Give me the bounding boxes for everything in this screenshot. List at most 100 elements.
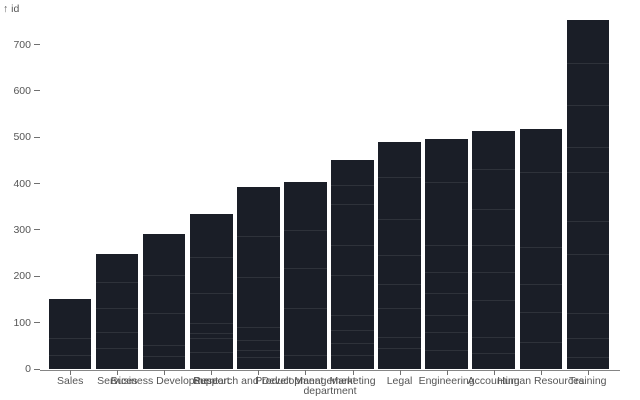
stack-segment-line [566, 338, 609, 340]
bar-services [96, 254, 139, 369]
stack-segment-line [566, 253, 609, 255]
stack-segment-line [331, 355, 374, 357]
stack-segment-line [378, 283, 421, 285]
stack-segment-line [472, 300, 515, 302]
stack-segment-line [190, 351, 233, 353]
x-tick-mark [117, 370, 119, 375]
x-tick-mark [540, 370, 542, 375]
y-tick-label: 0 [25, 363, 31, 375]
x-axis-line [40, 369, 620, 371]
x-tick-label: Services [97, 374, 138, 387]
stack-segment-line [190, 256, 233, 258]
stack-segment-line [237, 350, 280, 352]
x-tick-mark [164, 370, 166, 375]
stack-segment-line [425, 245, 468, 247]
bar-research-and-development [237, 187, 280, 369]
stack-segment-line [566, 147, 609, 149]
stack-segment-line [519, 341, 562, 343]
stack-segment-line [566, 104, 609, 106]
stack-segment-line [331, 245, 374, 247]
stack-segment-line [284, 355, 327, 357]
stack-segment-line [96, 308, 139, 310]
y-tick-label: 200 [13, 270, 31, 283]
x-tick-label: Legal [386, 374, 413, 387]
x-tick-mark [258, 370, 260, 375]
x-tick-mark [211, 370, 213, 375]
stack-segment-line [425, 272, 468, 274]
stack-segment-line [378, 308, 421, 310]
stack-segment-line [96, 281, 139, 283]
stack-segment-line [190, 322, 233, 324]
stack-segment-line [284, 308, 327, 310]
y-tick-label: 400 [13, 177, 31, 190]
x-tick-mark [587, 370, 589, 375]
stack-segment-line [143, 356, 186, 358]
stack-segment-line [190, 333, 233, 335]
stack-segment-line [190, 338, 233, 340]
stack-segment-line [378, 336, 421, 338]
bar-training [566, 20, 609, 369]
y-tick-mark [34, 368, 40, 370]
x-tick-label: Product Management [255, 374, 356, 387]
stack-segment-line [425, 331, 468, 333]
bar-human-resources [519, 128, 562, 369]
stack-segment-line [96, 348, 139, 350]
stack-segment-line [284, 230, 327, 232]
stack-segment-line [378, 255, 421, 257]
bar-legal [378, 142, 421, 369]
stack-segment-line [331, 203, 374, 205]
stack-segment-line [378, 218, 421, 220]
stack-segment-line [425, 182, 468, 184]
x-tick-mark [399, 370, 401, 375]
y-tick-mark [34, 136, 40, 138]
stack-segment-line [472, 168, 515, 170]
stack-segment-line [331, 330, 374, 332]
stack-segment-line [331, 185, 374, 187]
stack-segment-line [190, 292, 233, 294]
x-tick-mark [305, 370, 307, 375]
stack-segment-line [519, 283, 562, 285]
y-tick-mark [34, 183, 40, 185]
bar-marketing [331, 160, 374, 369]
x-tick-label: Training [568, 374, 607, 387]
stack-segment-line [472, 208, 515, 210]
bar-business-development [143, 233, 186, 369]
x-tick-label: Sales [57, 374, 84, 387]
x-tick-mark [493, 370, 495, 375]
x-axis-label: department [303, 385, 357, 397]
stack-segment-line [472, 353, 515, 355]
x-tick-label: Marketing [329, 374, 376, 387]
bar-accounting [472, 130, 515, 369]
stack-segment-line [284, 268, 327, 270]
stack-segment-line [472, 336, 515, 338]
bar-product-management [284, 182, 327, 369]
stack-segment-line [49, 355, 92, 357]
stack-segment-line [425, 293, 468, 295]
x-tick-mark [446, 370, 448, 375]
stack-segment-line [49, 338, 92, 340]
y-tick-label: 700 [13, 38, 31, 51]
stack-segment-line [378, 348, 421, 350]
stack-segment-line [331, 343, 374, 345]
x-tick-mark [352, 370, 354, 375]
stack-segment-line [472, 245, 515, 247]
x-tick-label: Support [192, 374, 230, 387]
y-tick-mark [34, 229, 40, 231]
x-tick-label: Accounting [467, 374, 520, 387]
y-tick-mark [34, 322, 40, 324]
stack-segment-line [237, 327, 280, 329]
stack-segment-line [143, 313, 186, 315]
stack-segment-line [331, 315, 374, 317]
stack-segment-line [237, 340, 280, 342]
bar-engineering [425, 139, 468, 369]
x-tick-label: Research and Development [193, 374, 324, 387]
stack-segment-line [519, 172, 562, 174]
stack-segment-line [96, 331, 139, 333]
x-tick-mark [70, 370, 72, 375]
y-tick-label: 300 [13, 223, 31, 236]
bar-sales [49, 299, 92, 369]
stack-segment-line [143, 275, 186, 277]
y-tick-label: 500 [13, 131, 31, 144]
y-tick-mark [34, 44, 40, 46]
stack-segment-line [566, 313, 609, 315]
